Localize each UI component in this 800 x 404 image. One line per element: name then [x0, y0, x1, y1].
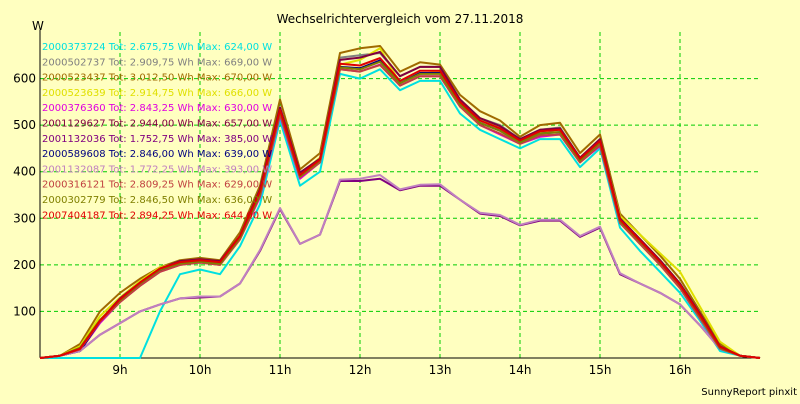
- series-line: [39, 57, 761, 359]
- x-tick-label: 11h: [269, 363, 292, 377]
- axis-layer: 100 200 300 400 500 600 9h 10h 11h 12h 13h 14h 15h 16…: [13, 30, 760, 377]
- legend-entry: 2001129627 Tot: 2.944,00 Wh Max: 657,00 …: [42, 119, 272, 130]
- legend-entry: 2000316121 Tot: 2.809,25 Wh Max: 629,00 …: [42, 180, 272, 191]
- y-tick-label: 300: [13, 211, 36, 225]
- legend-entry: 2000502737 Tot: 2.909,75 Wh Max: 669,00 …: [42, 57, 272, 68]
- legend: 2000373724 Tot: 2.675,75 Wh Max: 624,00 …: [42, 42, 272, 221]
- x-tick-label: 13h: [429, 363, 452, 377]
- legend-entry: 2000376360 Tot: 2.843,25 Wh Max: 630,00 …: [42, 103, 272, 114]
- x-tick-label: 15h: [589, 363, 612, 377]
- x-tick-label: 16h: [669, 363, 692, 377]
- legend-entry: 2000523639 Tot: 2.914,75 Wh Max: 666,00 …: [42, 88, 272, 99]
- y-tick-label: 400: [13, 165, 36, 179]
- y-axis-unit: W: [32, 19, 44, 33]
- y-tick-label: 600: [13, 72, 36, 86]
- legend-entry: 2007404187 Tot: 2.894,25 Wh Max: 644,00 …: [42, 210, 272, 221]
- series-line: [40, 68, 761, 359]
- legend-entry: 2001132036 Tot: 1.752,75 Wh Max: 385,00 …: [42, 134, 272, 145]
- legend-entry: 2000523437 Tot: 3.012,50 Wh Max: 670,00 …: [42, 73, 272, 84]
- y-tick-label: 500: [13, 118, 36, 132]
- x-tick-label: 9h: [112, 363, 127, 377]
- chart-title: Wechselrichtervergleich vom 27.11.2018: [277, 12, 524, 26]
- footer-credit: SunnyReport pinxit: [701, 387, 797, 398]
- y-tick-label: 100: [13, 304, 36, 318]
- legend-entry: 2001132087 Tot: 1.772,25 Wh Max: 393,00 …: [42, 164, 272, 175]
- legend-entry: 2000589608 Tot: 2.846,00 Wh Max: 639,00 …: [42, 149, 272, 160]
- legend-entry: 2000302779 Tot: 2.846,50 Wh Max: 636,00 …: [42, 195, 272, 206]
- x-tick-label: 14h: [509, 363, 532, 377]
- y-tick-label: 200: [13, 258, 36, 272]
- x-tick-label: 10h: [189, 363, 212, 377]
- x-tick-label: 12h: [349, 363, 372, 377]
- legend-entry: 2000373724 Tot: 2.675,75 Wh Max: 624,00 …: [42, 42, 272, 53]
- series-layer: [39, 45, 761, 359]
- series-line: [39, 174, 761, 359]
- series-line: [39, 64, 761, 359]
